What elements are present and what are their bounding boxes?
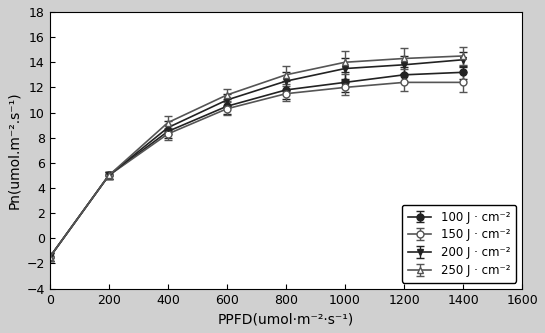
Legend: 100 J · cm⁻², 150 J · cm⁻², 200 J · cm⁻², 250 J · cm⁻²: 100 J · cm⁻², 150 J · cm⁻², 200 J · cm⁻²… [402,205,516,283]
Y-axis label: Pn(umol.m⁻².s⁻¹): Pn(umol.m⁻².s⁻¹) [7,92,21,209]
X-axis label: PPFD(umol·m⁻²·s⁻¹): PPFD(umol·m⁻²·s⁻¹) [218,312,354,326]
